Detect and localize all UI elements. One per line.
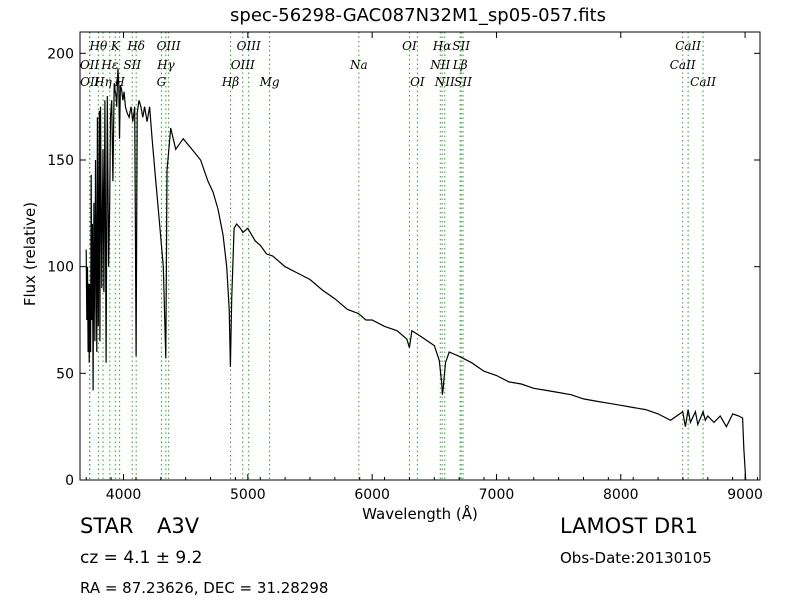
line-label: SII — [123, 58, 141, 72]
y-tick-label: 50 — [56, 366, 74, 382]
x-tick-label: 5000 — [230, 487, 266, 503]
y-tick-label: 0 — [65, 473, 74, 489]
line-label: CaII — [670, 58, 696, 72]
chart-title: spec-56298-GAC087N32M1_sp05-057.fits — [230, 5, 606, 26]
x-tick-label: 7000 — [479, 487, 515, 503]
y-tick-label: 200 — [47, 46, 74, 62]
line-label: OI — [410, 75, 425, 89]
redshift-value: cz = 4.1 ± 9.2 — [80, 548, 203, 568]
coordinates: RA = 87.23626, DEC = 31.28298 — [80, 579, 329, 597]
spectrum-line — [85, 68, 747, 481]
x-tick-label: 9000 — [727, 487, 763, 503]
object-class: STAR — [80, 514, 134, 538]
x-axis-ticks: 4000 5000 6000 7000 8000 9000 — [85, 32, 763, 503]
line-label: Hε — [100, 58, 118, 72]
line-label: CaII — [690, 75, 716, 89]
line-label: Na — [349, 58, 368, 72]
line-label: SII — [452, 39, 470, 53]
line-label: Hη — [93, 75, 112, 89]
line-label: Mg — [259, 75, 280, 89]
x-axis-label: Wavelength (Å) — [362, 505, 478, 523]
line-label: Lβ — [452, 58, 468, 72]
line-label: CaII — [675, 39, 701, 53]
x-tick-label: 6000 — [354, 487, 390, 503]
line-label: Hα — [432, 39, 452, 53]
line-label: Hδ — [126, 39, 145, 53]
x-tick-label: 4000 — [106, 487, 142, 503]
line-label: OIII — [237, 39, 261, 53]
y-tick-label: 150 — [47, 153, 74, 169]
y-axis-label: Flux (relative) — [21, 201, 39, 307]
line-label: OIII — [231, 58, 255, 72]
line-label: OIII — [157, 39, 181, 53]
x-tick-label: 8000 — [603, 487, 639, 503]
line-label: SII — [454, 75, 472, 89]
line-label: OII — [80, 75, 100, 89]
observation-date: Obs-Date:20130105 — [560, 549, 712, 567]
plot-frame — [79, 31, 761, 481]
line-label: NII — [429, 58, 450, 72]
line-label: Hβ — [221, 75, 239, 89]
line-label: Hθ — [89, 39, 108, 53]
y-tick-label: 100 — [47, 260, 74, 276]
line-label: H — [113, 75, 125, 89]
line-label: OI — [402, 39, 417, 53]
line-label: Hγ — [156, 58, 175, 72]
object-subclass: A3V — [157, 514, 200, 538]
line-guides — [89, 32, 704, 480]
survey-name: LAMOST DR1 — [560, 514, 699, 538]
line-label: OII — [80, 58, 100, 72]
y-axis-ticks: 0 50 100 150 200 — [47, 46, 760, 489]
line-label: G — [157, 75, 167, 89]
line-label: K — [110, 39, 121, 53]
line-label: NII — [434, 75, 455, 89]
